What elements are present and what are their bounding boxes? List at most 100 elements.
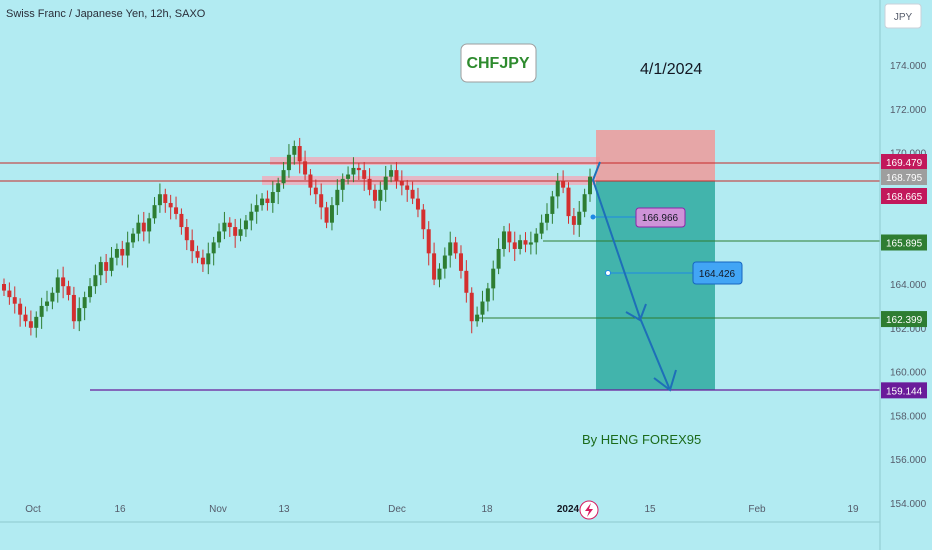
- price-tag[interactable]: 169.479: [881, 154, 927, 170]
- time-tick-label: 16: [114, 504, 126, 515]
- candle-body: [437, 268, 442, 280]
- target-label-1[interactable]: 166.966: [635, 207, 686, 228]
- candle-body: [23, 314, 28, 322]
- candle-body: [383, 176, 388, 190]
- candle-body: [120, 248, 125, 256]
- candle-body: [45, 301, 50, 306]
- time-axis-ticks[interactable]: Oct 16 Nov 13 Dec 18 2024 15 Feb 19: [25, 504, 859, 515]
- price-tag[interactable]: 165.895: [881, 234, 927, 251]
- candle-body: [496, 248, 501, 269]
- candle-body: [480, 301, 485, 315]
- pair-label-box[interactable]: CHFJPY: [460, 43, 537, 83]
- time-tick-label: Dec: [388, 504, 406, 515]
- candle-body: [82, 297, 87, 309]
- target-value-1: 166.966: [642, 213, 679, 224]
- candle-body: [71, 294, 76, 322]
- target-label-2[interactable]: 164.426: [692, 261, 743, 285]
- candle-body: [448, 242, 453, 256]
- candle-body: [163, 194, 168, 203]
- candle-body: [125, 242, 130, 256]
- candle-body: [340, 178, 345, 190]
- price-tick-label: 164.000: [890, 280, 927, 291]
- time-tick-label: 13: [278, 504, 290, 515]
- target-dot-1[interactable]: [590, 214, 596, 220]
- candle-body: [324, 207, 329, 223]
- candle-body: [270, 192, 275, 203]
- projection-arrow[interactable]: [591, 161, 677, 392]
- candle-body: [34, 316, 39, 328]
- candle-body: [582, 194, 587, 212]
- candle-body: [66, 286, 71, 295]
- candle-body: [491, 268, 496, 289]
- price-tick-label: 158.000: [890, 411, 927, 422]
- price-tick-label: 156.000: [890, 455, 927, 466]
- price-tag-label: 159.144: [886, 386, 923, 397]
- candle-body: [356, 167, 361, 171]
- candle-body: [184, 227, 189, 241]
- price-axis[interactable]: [880, 0, 932, 550]
- price-tag-label: 168.665: [886, 192, 923, 203]
- candle-body: [50, 292, 55, 302]
- price-tag[interactable]: 168.795: [881, 169, 927, 185]
- currency-button[interactable]: JPY: [884, 3, 922, 29]
- price-tick-label: 174.000: [890, 61, 927, 72]
- candle-body: [329, 205, 334, 223]
- candle-body: [28, 321, 33, 328]
- price-tick-label: 162.000: [890, 324, 927, 335]
- time-tick-label: Feb: [748, 504, 766, 515]
- candle-body: [561, 181, 566, 188]
- candle-body: [61, 277, 66, 287]
- price-tag[interactable]: 168.665: [881, 188, 927, 204]
- price-tick-label: 160.000: [890, 368, 927, 379]
- candle-body: [243, 220, 248, 230]
- candle-body: [136, 222, 141, 234]
- candle-body: [518, 240, 523, 249]
- candle-body: [238, 229, 243, 236]
- candle-body: [485, 288, 490, 302]
- candle-body: [415, 198, 420, 210]
- date-annotation: 4/1/2024: [640, 61, 702, 78]
- candle-body: [217, 231, 222, 243]
- candle-body: [475, 314, 480, 322]
- candle-body: [276, 183, 281, 193]
- price-tag[interactable]: 159.144: [881, 382, 927, 399]
- candle-body: [501, 231, 506, 249]
- candle-body: [378, 189, 383, 201]
- price-tags: 169.479 168.795 168.665 165.895 162.399 159.1…: [881, 154, 927, 399]
- candle-body: [12, 297, 17, 304]
- price-tag-label: 165.895: [886, 238, 923, 249]
- stop-loss-zone[interactable]: [596, 130, 715, 181]
- candle-body: [200, 257, 205, 265]
- candle-body: [7, 290, 12, 298]
- target-value-2: 164.426: [699, 269, 736, 280]
- pair-label: CHFJPY: [466, 55, 529, 72]
- candle-body: [174, 207, 179, 214]
- candle-body: [507, 231, 512, 243]
- lightning-icon[interactable]: [579, 500, 599, 520]
- candle-body: [405, 185, 410, 190]
- author-annotation: By HENG FOREX95: [582, 432, 701, 447]
- resistance-zone-upper: [270, 157, 600, 165]
- candle-body: [39, 305, 44, 317]
- candle-body: [109, 257, 114, 271]
- candle-body: [260, 198, 265, 206]
- candle-body: [141, 222, 146, 232]
- candle-body: [512, 242, 517, 249]
- candle-body: [588, 176, 592, 195]
- candle-body: [98, 262, 103, 276]
- candle-body: [555, 181, 560, 197]
- candle-body: [469, 292, 474, 322]
- candle-body: [523, 240, 528, 245]
- candle-body: [303, 161, 308, 175]
- time-tick-label: Nov: [209, 504, 227, 515]
- price-tag-label: 168.795: [886, 173, 923, 184]
- target-dot-2[interactable]: [605, 270, 611, 276]
- candle-body: [179, 213, 184, 228]
- price-tag[interactable]: 162.399: [881, 311, 927, 328]
- candle-body: [319, 194, 324, 208]
- candle-body: [313, 187, 318, 195]
- candle-body: [539, 222, 544, 234]
- candle-body: [131, 233, 136, 243]
- candle-body: [2, 284, 6, 291]
